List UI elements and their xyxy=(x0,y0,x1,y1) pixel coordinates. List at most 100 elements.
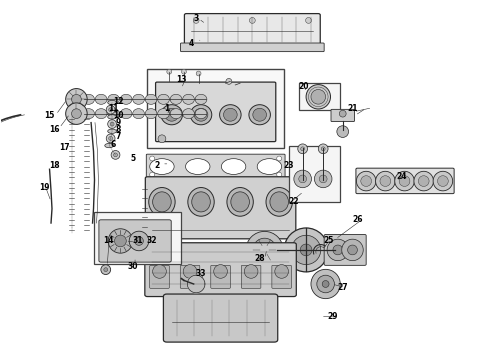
Text: 26: 26 xyxy=(352,215,363,224)
Text: 27: 27 xyxy=(338,283,348,292)
Ellipse shape xyxy=(145,109,157,119)
Ellipse shape xyxy=(292,235,321,265)
Ellipse shape xyxy=(226,78,232,84)
Ellipse shape xyxy=(106,105,115,114)
Ellipse shape xyxy=(95,94,107,104)
Ellipse shape xyxy=(161,105,182,125)
Ellipse shape xyxy=(277,156,282,161)
Text: 23: 23 xyxy=(284,161,294,170)
Ellipse shape xyxy=(158,135,166,143)
Ellipse shape xyxy=(356,171,376,191)
Text: 18: 18 xyxy=(49,161,60,170)
Ellipse shape xyxy=(299,175,307,183)
Ellipse shape xyxy=(183,109,195,119)
Ellipse shape xyxy=(315,170,332,188)
FancyBboxPatch shape xyxy=(147,154,285,179)
Ellipse shape xyxy=(95,109,107,119)
Ellipse shape xyxy=(195,94,207,104)
Ellipse shape xyxy=(183,265,197,278)
Ellipse shape xyxy=(145,94,157,104)
Ellipse shape xyxy=(194,108,208,121)
Text: 8: 8 xyxy=(115,125,121,134)
Ellipse shape xyxy=(301,147,305,151)
Ellipse shape xyxy=(266,188,293,216)
Ellipse shape xyxy=(120,109,132,119)
FancyBboxPatch shape xyxy=(156,82,276,141)
FancyBboxPatch shape xyxy=(289,146,340,202)
Ellipse shape xyxy=(361,176,371,186)
Text: 21: 21 xyxy=(347,104,358,113)
Text: 32: 32 xyxy=(147,237,157,246)
FancyBboxPatch shape xyxy=(147,69,284,148)
Ellipse shape xyxy=(260,245,270,255)
Ellipse shape xyxy=(105,143,114,148)
Ellipse shape xyxy=(195,109,207,119)
FancyBboxPatch shape xyxy=(145,243,296,297)
Ellipse shape xyxy=(115,235,126,247)
Text: 15: 15 xyxy=(45,111,55,120)
FancyBboxPatch shape xyxy=(184,14,320,45)
Ellipse shape xyxy=(257,159,282,175)
Ellipse shape xyxy=(108,100,117,105)
Ellipse shape xyxy=(277,172,282,177)
Ellipse shape xyxy=(192,192,210,212)
Text: 33: 33 xyxy=(196,269,206,278)
Ellipse shape xyxy=(249,105,270,125)
Ellipse shape xyxy=(108,229,133,253)
Ellipse shape xyxy=(223,108,237,121)
Ellipse shape xyxy=(108,120,117,129)
Ellipse shape xyxy=(380,176,391,186)
Text: 5: 5 xyxy=(130,154,135,163)
Ellipse shape xyxy=(109,136,113,140)
Text: 7: 7 xyxy=(115,132,121,141)
Ellipse shape xyxy=(170,94,182,104)
Ellipse shape xyxy=(83,94,95,104)
Ellipse shape xyxy=(339,110,346,117)
Ellipse shape xyxy=(395,171,415,191)
FancyBboxPatch shape xyxy=(242,265,261,288)
Ellipse shape xyxy=(245,265,258,278)
Ellipse shape xyxy=(153,192,171,212)
Text: 2: 2 xyxy=(154,161,160,170)
Ellipse shape xyxy=(246,231,283,269)
Text: 3: 3 xyxy=(194,14,199,23)
Ellipse shape xyxy=(153,265,166,278)
FancyBboxPatch shape xyxy=(272,265,292,288)
Ellipse shape xyxy=(249,18,255,23)
Ellipse shape xyxy=(298,144,308,154)
Ellipse shape xyxy=(221,159,246,175)
Text: 31: 31 xyxy=(132,237,143,246)
FancyBboxPatch shape xyxy=(180,265,200,288)
Ellipse shape xyxy=(165,108,178,121)
Ellipse shape xyxy=(318,144,328,154)
Ellipse shape xyxy=(108,94,120,104)
Ellipse shape xyxy=(342,239,363,261)
Ellipse shape xyxy=(337,126,348,138)
Ellipse shape xyxy=(253,108,267,121)
Ellipse shape xyxy=(114,153,118,157)
Ellipse shape xyxy=(253,238,276,262)
Ellipse shape xyxy=(101,265,111,275)
Text: 30: 30 xyxy=(127,262,138,271)
Ellipse shape xyxy=(375,171,395,191)
Ellipse shape xyxy=(190,105,212,125)
Ellipse shape xyxy=(433,171,453,191)
Ellipse shape xyxy=(129,231,149,251)
Text: 13: 13 xyxy=(176,75,187,84)
Ellipse shape xyxy=(120,94,132,104)
Ellipse shape xyxy=(399,176,410,186)
Ellipse shape xyxy=(214,265,227,278)
Ellipse shape xyxy=(438,176,448,186)
Ellipse shape xyxy=(231,192,249,212)
Ellipse shape xyxy=(321,147,325,151)
Text: 11: 11 xyxy=(108,104,118,113)
Ellipse shape xyxy=(83,109,95,119)
Ellipse shape xyxy=(196,71,201,76)
Text: 9: 9 xyxy=(115,118,121,127)
Ellipse shape xyxy=(133,94,145,104)
Ellipse shape xyxy=(104,268,108,271)
Text: 20: 20 xyxy=(298,82,309,91)
FancyBboxPatch shape xyxy=(299,83,340,110)
Ellipse shape xyxy=(150,156,155,161)
Ellipse shape xyxy=(327,239,348,261)
